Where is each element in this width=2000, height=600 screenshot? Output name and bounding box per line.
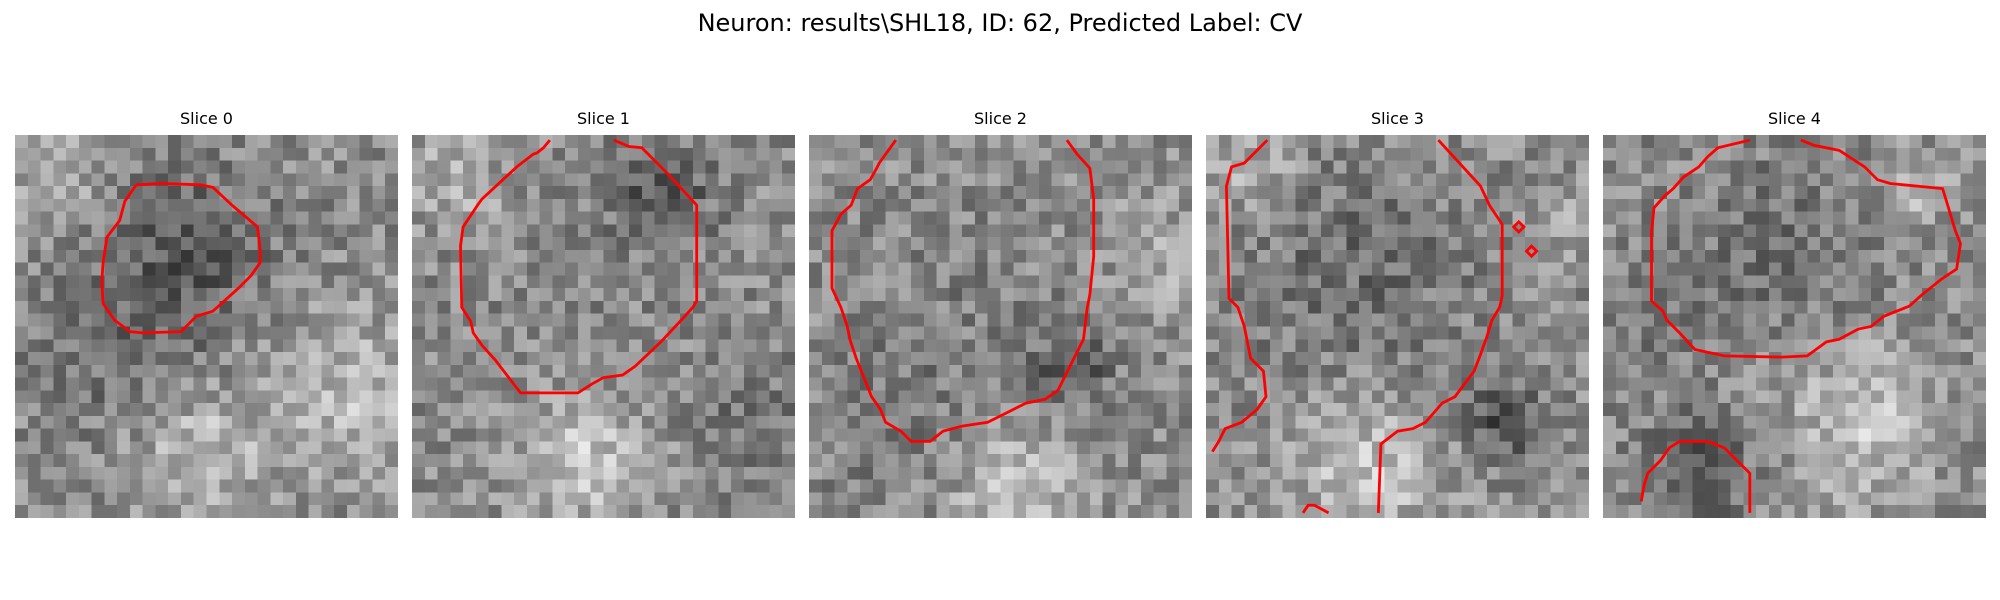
slice-title: Slice 1 [577, 109, 630, 128]
slice-title: Slice 0 [180, 109, 233, 128]
slice-image [15, 135, 398, 518]
slice-title: Slice 2 [974, 109, 1027, 128]
slice-image [412, 135, 795, 518]
slice-image [1603, 135, 1986, 518]
slice-image [1206, 135, 1589, 518]
slice-image [809, 135, 1192, 518]
slice-title: Slice 3 [1371, 109, 1424, 128]
slice-title: Slice 4 [1768, 109, 1821, 128]
figure-title: Neuron: results\SHL18, ID: 62, Predicted… [697, 9, 1303, 37]
